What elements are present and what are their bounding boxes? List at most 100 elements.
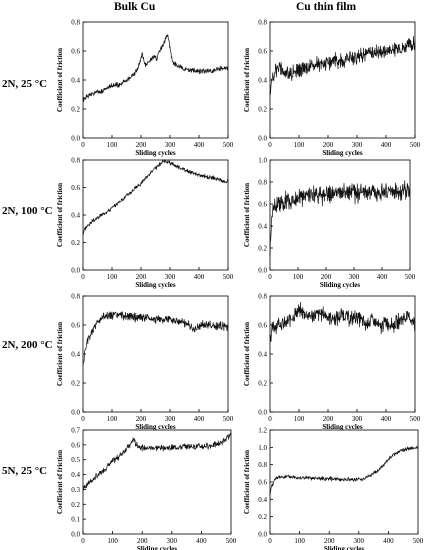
x-tick-label: 0	[268, 415, 272, 423]
y-tick-label: 0.3	[71, 486, 80, 494]
x-tick-label: 200	[136, 273, 147, 281]
x-tick-label: 400	[194, 141, 205, 149]
x-tick-label: 200	[136, 415, 147, 423]
x-tick-label: 200	[323, 415, 334, 423]
chart-panel-5: 0 100 200 300 400 500 0.0 0.2 0.4 0.6 0.8 Sliding c…	[56, 293, 234, 432]
y-tick-label: 0.6	[258, 48, 267, 56]
x-tick-label: 400	[381, 415, 392, 423]
y-tick-label: 0.8	[258, 179, 267, 187]
x-tick-label: 500	[226, 537, 237, 545]
x-tick-label: 400	[383, 537, 394, 545]
y-tick-label: 0.7	[71, 427, 80, 435]
y-tick-label: 0.0	[258, 267, 267, 275]
column-title-cu-thin-film: Cu thin film	[296, 1, 357, 13]
y-axis-label: Coefficient of friction	[56, 322, 64, 386]
row-label-2n-200c: 2N, 200 °C	[2, 339, 53, 351]
x-axis-label: Sliding cycles	[135, 423, 176, 431]
row-label-5n-25c: 5N, 25 °C	[2, 465, 48, 477]
x-tick-label: 400	[377, 273, 388, 281]
chart-panel-7: 0 100 200 300 400 500 0.0 0.1 0.2 0.3 0.4 0.5 0.6 0.7…	[56, 427, 237, 550]
x-tick-label: 500	[223, 141, 234, 149]
y-tick-label: 0.0	[258, 135, 267, 143]
row-label-2n-100c: 2N, 100 °C	[2, 205, 53, 217]
y-tick-label: 0.4	[71, 77, 80, 85]
y-tick-label: 0.4	[258, 223, 267, 231]
y-tick-label: 0.6	[258, 201, 267, 209]
x-tick-label: 300	[167, 537, 178, 545]
x-tick-label: 100	[294, 415, 305, 423]
y-tick-label: 0.2	[258, 245, 267, 253]
x-tick-label: 100	[107, 537, 118, 545]
x-tick-label: 200	[324, 537, 335, 545]
y-tick-label: 0.0	[71, 409, 80, 417]
y-tick-label: 1.0	[258, 157, 267, 165]
x-tick-label: 200	[321, 273, 332, 281]
x-tick-label: 500	[223, 415, 234, 423]
plot-frame	[269, 159, 411, 271]
y-tick-label: 0.6	[258, 479, 267, 487]
y-tick-label: 0.8	[71, 157, 80, 165]
plot-frame	[82, 295, 229, 413]
x-tick-label: 500	[413, 537, 424, 545]
x-tick-label: 500	[410, 415, 421, 423]
y-tick-label: 0.0	[71, 135, 80, 143]
y-tick-label: 0.1	[71, 516, 80, 524]
x-tick-label: 0	[81, 273, 85, 281]
x-tick-label: 400	[194, 415, 205, 423]
y-tick-label: 0.6	[71, 184, 80, 192]
x-tick-label: 300	[349, 273, 360, 281]
chart-panel-8: 0 100 200 300 400 500 0.0 0.2 0.4 0.6 0.8 1.0 1.2 Sli…	[243, 427, 424, 550]
series-line	[269, 301, 416, 342]
x-tick-label: 0	[81, 537, 85, 545]
x-tick-label: 300	[165, 273, 176, 281]
y-axis-label: Coefficient of friction	[243, 450, 251, 514]
x-tick-label: 400	[196, 537, 207, 545]
y-tick-label: 0.4	[71, 351, 80, 359]
x-tick-label: 200	[136, 141, 147, 149]
y-axis-label: Coefficient of friction	[243, 322, 251, 386]
x-tick-label: 0	[268, 537, 272, 545]
y-tick-label: 1.2	[258, 427, 267, 435]
y-tick-label: 0.5	[71, 456, 80, 464]
plot-frame	[82, 429, 232, 535]
x-tick-label: 0	[81, 141, 85, 149]
y-tick-label: 0.4	[71, 471, 80, 479]
y-tick-label: 0.4	[71, 212, 80, 220]
y-tick-label: 1.0	[258, 444, 267, 452]
x-axis-label: Sliding cycles	[322, 423, 363, 431]
x-tick-label: 200	[323, 141, 334, 149]
chart-panel-3: 0 100 200 300 400 500 0.0 0.2 0.4 0.6 0.8 Sliding c…	[56, 157, 234, 290]
x-tick-label: 100	[293, 273, 304, 281]
x-tick-label: 0	[268, 273, 272, 281]
x-tick-label: 300	[352, 415, 363, 423]
x-tick-label: 300	[165, 141, 176, 149]
y-tick-label: 0.0	[71, 267, 80, 275]
chart-panel-1: 0 100 200 300 400 500 0.0 0.2 0.4 0.6 0.8 Sliding c…	[56, 19, 234, 158]
x-tick-label: 100	[107, 141, 118, 149]
x-tick-label: 300	[352, 141, 363, 149]
plot-frame	[82, 21, 229, 139]
chart-panel-2: 0 100 200 300 400 500 0.0 0.2 0.4 0.6 0.8 Sliding c…	[243, 19, 421, 158]
series-line	[82, 158, 229, 236]
x-tick-label: 100	[294, 537, 305, 545]
row-label-2n-25c: 2N, 25 °C	[2, 78, 48, 90]
x-tick-label: 500	[410, 141, 421, 149]
x-tick-label: 400	[381, 141, 392, 149]
x-tick-label: 100	[107, 273, 118, 281]
y-tick-label: 0.6	[258, 322, 267, 330]
y-tick-label: 0.0	[258, 409, 267, 417]
x-tick-label: 0	[268, 141, 272, 149]
series-line	[82, 311, 229, 366]
y-tick-label: 0.2	[258, 513, 267, 521]
x-tick-label: 200	[137, 537, 148, 545]
y-tick-label: 0.4	[258, 496, 267, 504]
x-axis-label: Sliding cycles	[324, 545, 365, 550]
x-tick-label: 100	[107, 415, 118, 423]
y-tick-label: 0.8	[258, 293, 267, 301]
y-axis-label: Coefficient of friction	[56, 183, 64, 247]
chart-panel-6: 0 100 200 300 400 500 0.0 0.2 0.4 0.6 0.8 Sliding c…	[243, 293, 421, 432]
y-tick-label: 0.2	[258, 380, 267, 388]
y-tick-label: 0.8	[71, 293, 80, 301]
